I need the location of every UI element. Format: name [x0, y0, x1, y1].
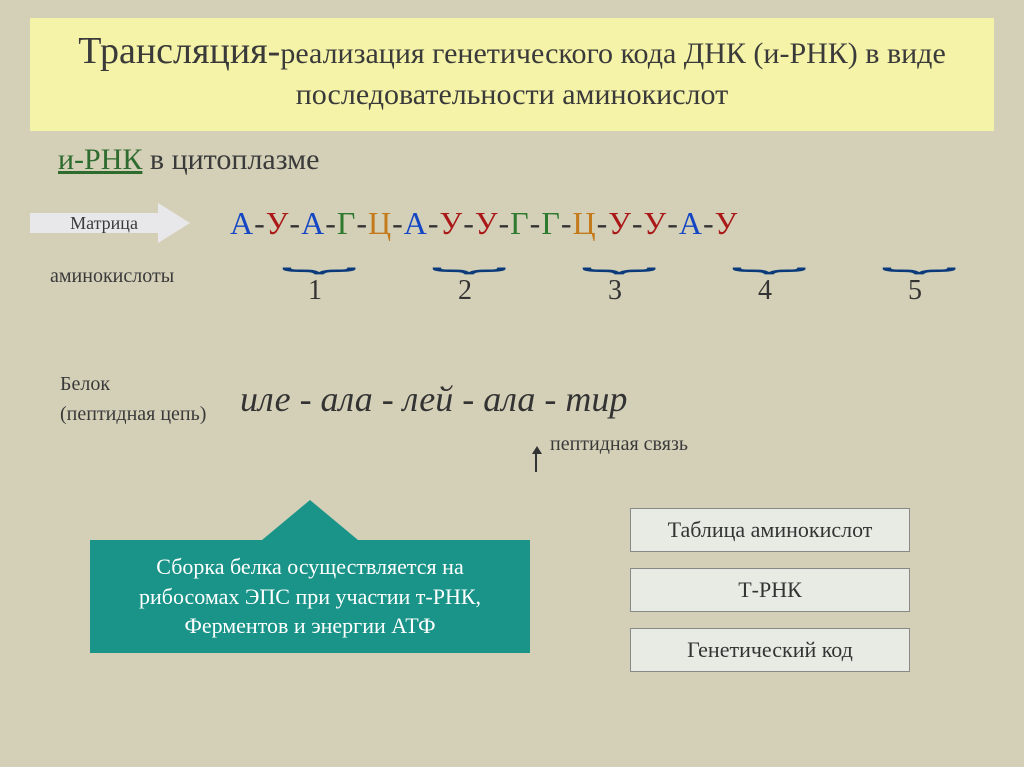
protein-label-2: (пептидная цепь) [60, 399, 240, 429]
codon-number: 1 [240, 275, 390, 307]
title-main: Трансляция- [78, 30, 280, 72]
seq-separator: - [463, 205, 475, 241]
matrix-row: Матрица А-У-А-Г-Ц-А-У-У-Г-Г-Ц-У-У-А-У [30, 203, 994, 243]
rnk-label: и-РНК [58, 143, 142, 176]
seq-letter: Ц [572, 205, 596, 241]
seq-letter: У [608, 205, 632, 241]
seq-letter: Ц [368, 205, 392, 241]
aminoacid-row: аминокислоты ⏟1⏟2⏟3⏟4⏟5 [30, 245, 994, 307]
protein-row: Белок (пептидная цепь) иле - ала - лей -… [30, 369, 994, 429]
seq-separator: - [703, 205, 715, 241]
amino-table-button[interactable]: Таблица аминокислот [630, 508, 910, 552]
seq-letter: А [404, 205, 428, 241]
rnk-location: в цитоплазме [142, 143, 319, 176]
protein-labels: Белок (пептидная цепь) [30, 369, 240, 429]
title-sub: реализация генетического кода ДНК (и-РНК… [280, 37, 945, 111]
genetic-code-button[interactable]: Генетический код [630, 628, 910, 672]
seq-letter: У [440, 205, 464, 241]
seq-letter: У [266, 205, 290, 241]
seq-separator: - [325, 205, 337, 241]
matrix-arrow: Матрица [30, 203, 190, 243]
seq-separator: - [667, 205, 679, 241]
peptide-link-row: пептидная связь [30, 433, 994, 456]
codon-brackets: ⏟1⏟2⏟3⏟4⏟5 [240, 245, 990, 307]
seq-letter: Г [337, 205, 357, 241]
seq-separator: - [632, 205, 644, 241]
codon-group: ⏟5 [840, 245, 990, 307]
seq-letter: У [644, 205, 668, 241]
seq-letter: У [475, 205, 499, 241]
right-buttons: Таблица аминокислот Т-РНК Генетический к… [630, 508, 910, 672]
seq-letter: У [715, 205, 739, 241]
matrix-label: Матрица [70, 213, 138, 234]
trna-button[interactable]: Т-РНК [630, 568, 910, 612]
protein-label-1: Белок [60, 369, 240, 399]
bottom-area: Сборка белка осуществляется на рибосомах… [30, 500, 994, 672]
seq-letter: А [679, 205, 703, 241]
title-box: Трансляция-реализация генетического кода… [30, 18, 994, 131]
seq-separator: - [499, 205, 511, 241]
green-arrow-head-icon [262, 500, 358, 540]
seq-separator: - [254, 205, 266, 241]
seq-separator: - [597, 205, 609, 241]
green-box-text: Сборка белка осуществляется на рибосомах… [90, 540, 530, 653]
mrna-sequence: А-У-А-Г-Ц-А-У-У-Г-Г-Ц-У-У-А-У [230, 205, 738, 242]
protein-chain: иле - ала - лей - ала - тир [240, 378, 627, 420]
peptide-link-label: пептидная связь [550, 433, 688, 456]
codon-number: 2 [390, 275, 540, 307]
seq-separator: - [392, 205, 404, 241]
codon-number: 5 [840, 275, 990, 307]
seq-separator: - [530, 205, 542, 241]
green-callout: Сборка белка осуществляется на рибосомах… [90, 500, 530, 653]
peptide-pointer [535, 450, 537, 472]
rnk-line: и-РНК в цитоплазме [30, 143, 994, 177]
codon-number: 4 [690, 275, 840, 307]
seq-separator: - [428, 205, 440, 241]
seq-letter: Г [510, 205, 530, 241]
codon-number: 3 [540, 275, 690, 307]
bracket-icon: ⏟ [600, 239, 1024, 273]
seq-letter: Г [541, 205, 561, 241]
seq-separator: - [561, 205, 573, 241]
seq-letter: А [301, 205, 325, 241]
seq-letter: А [230, 205, 254, 241]
seq-separator: - [289, 205, 301, 241]
seq-separator: - [356, 205, 368, 241]
